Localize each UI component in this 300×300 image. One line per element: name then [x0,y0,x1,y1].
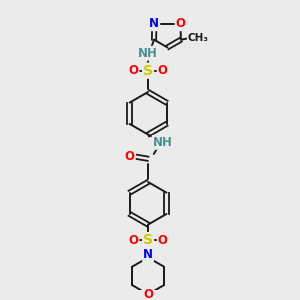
Text: O: O [143,288,153,300]
Text: O: O [176,17,186,30]
Text: N: N [143,248,153,261]
Text: NH: NH [138,47,158,60]
Text: CH₃: CH₃ [188,33,209,43]
Text: S: S [143,64,153,78]
Text: NH: NH [153,136,172,149]
Text: O: O [128,234,139,247]
Text: O: O [158,64,168,77]
Text: N: N [149,17,159,30]
Text: O: O [128,64,139,77]
Text: O: O [125,150,135,163]
Text: S: S [143,233,153,247]
Text: O: O [158,234,168,247]
